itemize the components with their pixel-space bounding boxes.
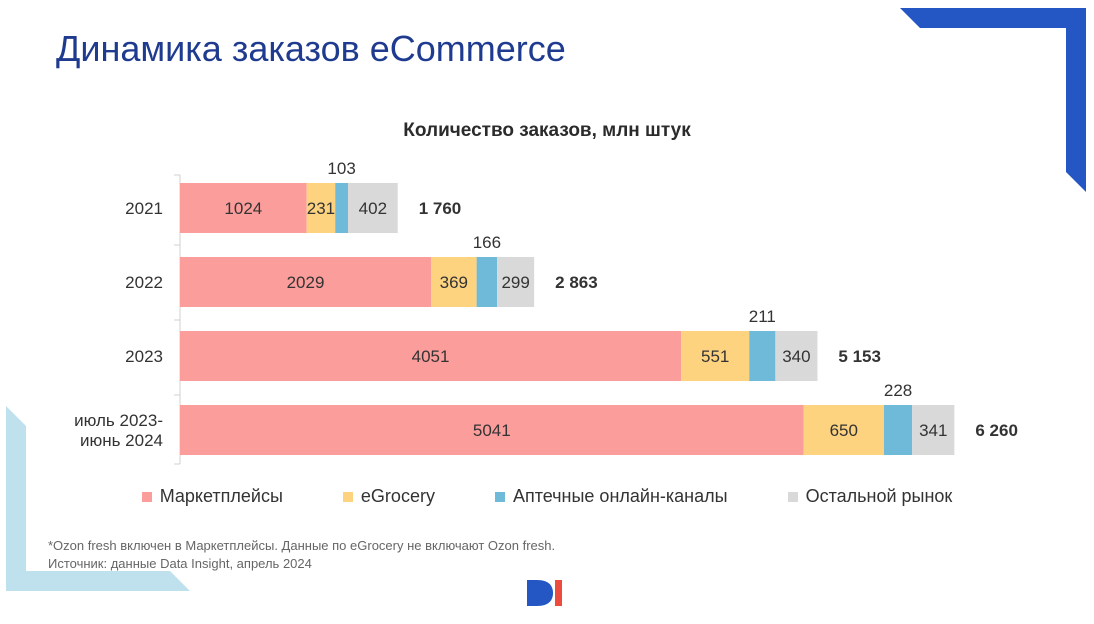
data-label: 103 — [327, 159, 355, 178]
total-label: 5 153 — [838, 347, 881, 366]
footnote: *Ozon fresh включен в Маркетплейсы. Данн… — [48, 538, 556, 553]
data-label: 369 — [440, 273, 468, 292]
legend-swatch — [787, 491, 798, 502]
chart-legend: Маркетплейсы eGrocery Аптечные онлайн-кана… — [0, 486, 1094, 507]
bar-segment — [180, 257, 431, 307]
data-label: 211 — [749, 307, 776, 326]
bar-segment — [497, 257, 535, 307]
data-label: 231 — [307, 199, 335, 218]
total-label: 2 863 — [555, 273, 598, 292]
total-label: 6 260 — [975, 421, 1018, 440]
bar-segment — [883, 405, 913, 455]
data-label: 5041 — [473, 421, 511, 440]
bar-segment — [180, 183, 307, 233]
bar-segment — [180, 331, 682, 381]
category-label: 2021 — [125, 199, 163, 218]
data-label: 299 — [501, 273, 529, 292]
data-label: 4051 — [412, 347, 450, 366]
data-insight-logo — [527, 580, 562, 606]
legend-swatch — [494, 491, 505, 502]
bar-segment — [681, 331, 750, 381]
legend-item: Аптечные онлайн-каналы — [494, 486, 728, 507]
category-label: 2022 — [125, 273, 163, 292]
data-label: 1024 — [224, 199, 262, 218]
bar-segment — [749, 331, 776, 381]
bar-segment — [306, 183, 336, 233]
data-label: 650 — [830, 421, 858, 440]
total-label: 1 760 — [419, 199, 462, 218]
data-label: 228 — [884, 381, 912, 400]
data-label: 341 — [919, 421, 947, 440]
legend-label: Остальной рынок — [805, 486, 953, 506]
slide-title: Динамика заказов eCommerce — [56, 28, 566, 69]
bar-segment — [775, 331, 818, 381]
bar-segment — [347, 183, 398, 233]
data-label: 166 — [473, 233, 501, 252]
logo-i-bar — [555, 580, 562, 606]
bottom-left-corner-decoration — [6, 406, 190, 591]
data-label: 2029 — [287, 273, 325, 292]
top-right-corner-decoration — [900, 8, 1086, 192]
logo-d-shape — [527, 580, 553, 606]
legend-item: Остальной рынок — [787, 486, 953, 507]
legend-label: eGrocery — [360, 486, 435, 506]
legend-item: eGrocery — [342, 486, 435, 507]
legend-label: Аптечные онлайн-каналы — [512, 486, 728, 506]
chart-title: Количество заказов, млн штук — [403, 120, 691, 141]
source-note: Источник: данные Data Insight, апрель 20… — [48, 556, 312, 571]
bar-segment — [180, 405, 804, 455]
category-label: 2023 — [125, 347, 163, 366]
legend-swatch — [342, 491, 353, 502]
bar-segment — [430, 257, 477, 307]
data-label: 551 — [701, 347, 729, 366]
bar-segment — [803, 405, 884, 455]
bar-segment — [476, 257, 498, 307]
legend-item: Маркетплейсы — [141, 486, 283, 507]
legend-label: Маркетплейсы — [159, 486, 283, 506]
legend-swatch — [141, 491, 152, 502]
data-label: 340 — [782, 347, 810, 366]
data-label: 402 — [359, 199, 387, 218]
bar-segment — [912, 405, 955, 455]
category-label: июль 2023-июнь 2024 — [74, 411, 163, 450]
bar-segment — [335, 183, 348, 233]
